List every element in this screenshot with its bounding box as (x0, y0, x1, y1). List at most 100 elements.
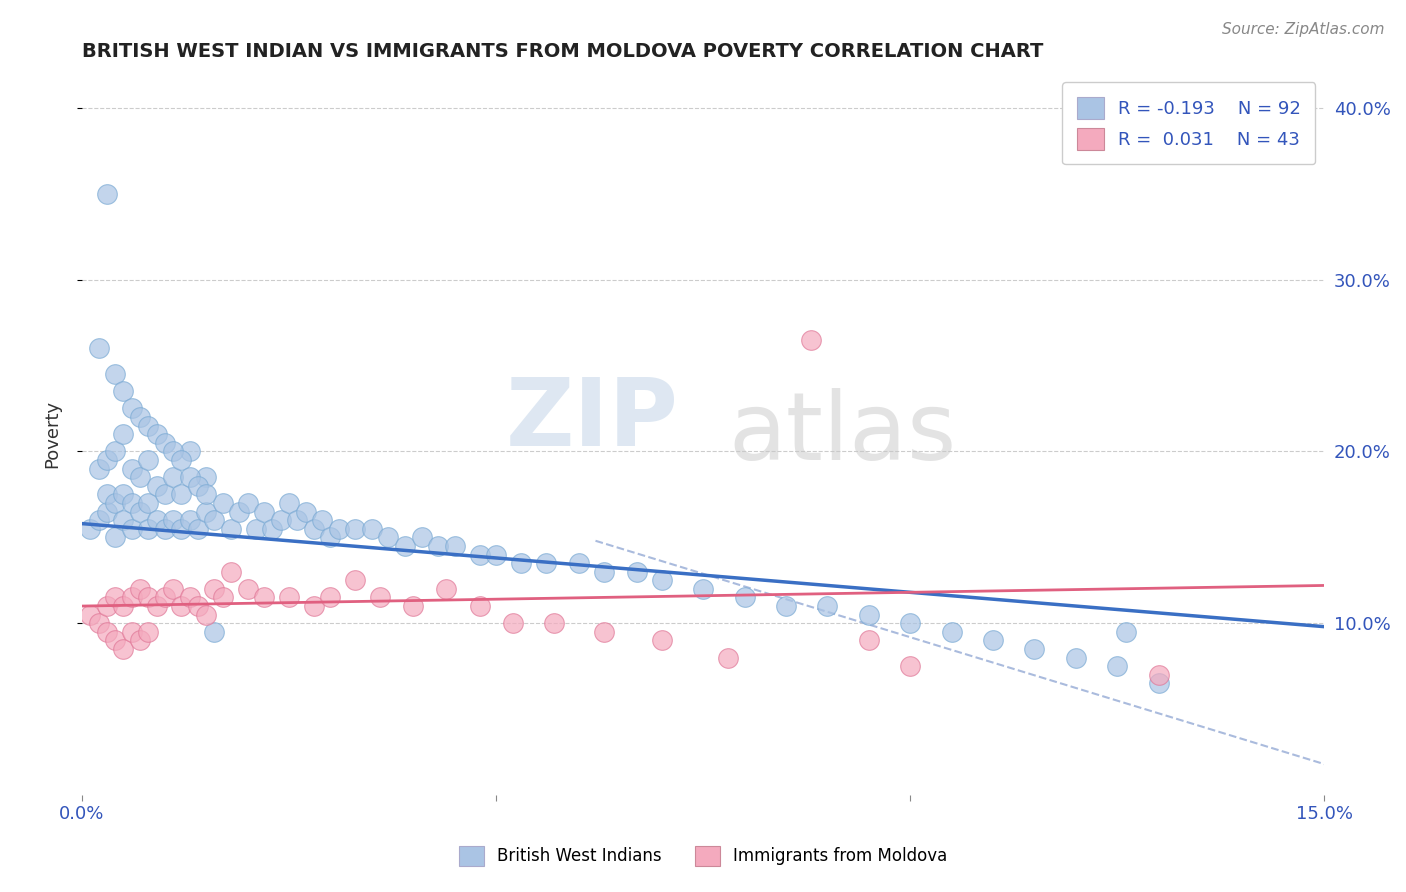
Point (278, 591, 301, 605)
Point (195, 470, 218, 484)
Point (96, 487, 118, 501)
Point (775, 599, 797, 613)
Point (592, 624, 614, 639)
Text: atlas: atlas (728, 388, 956, 480)
Point (204, 582, 226, 596)
Point (179, 444, 201, 458)
Point (136, 591, 159, 605)
Point (145, 599, 167, 613)
Point (153, 522, 176, 536)
Point (136, 496, 159, 510)
Point (96, 453, 118, 467)
Point (96, 624, 118, 639)
Point (510, 556, 533, 570)
Point (319, 530, 342, 544)
Point (858, 607, 880, 622)
Point (187, 522, 209, 536)
Point (815, 599, 838, 613)
Point (1147, 667, 1170, 681)
Point (104, 591, 127, 605)
Point (136, 522, 159, 536)
Point (1115, 624, 1137, 639)
Point (402, 599, 425, 613)
Point (311, 513, 333, 527)
Point (427, 539, 450, 553)
Point (187, 599, 209, 613)
Point (734, 591, 756, 605)
Point (219, 565, 242, 579)
Point (96, 505, 118, 519)
Point (121, 624, 143, 639)
Point (112, 642, 135, 657)
Point (219, 522, 242, 536)
Point (368, 591, 391, 605)
Point (1107, 659, 1129, 673)
Point (651, 633, 673, 648)
Point (129, 582, 152, 596)
Point (104, 633, 127, 648)
Point (179, 470, 201, 484)
Point (112, 427, 135, 442)
Point (96, 599, 118, 613)
Point (800, 333, 823, 347)
Point (96, 186, 118, 201)
Point (204, 513, 226, 527)
Point (328, 522, 350, 536)
Point (436, 582, 458, 596)
Point (87, 342, 110, 356)
Point (170, 599, 193, 613)
Point (153, 487, 176, 501)
Point (136, 453, 159, 467)
Point (162, 582, 184, 596)
Point (858, 633, 880, 648)
Point (411, 530, 433, 544)
Point (145, 513, 167, 527)
Point (568, 556, 591, 570)
Point (319, 591, 342, 605)
Legend: R = -0.193    N = 92, R =  0.031    N = 43: R = -0.193 N = 92, R = 0.031 N = 43 (1062, 82, 1316, 164)
Point (236, 496, 259, 510)
Point (153, 591, 176, 605)
Point (121, 591, 143, 605)
Point (136, 624, 159, 639)
Point (717, 650, 740, 665)
Point (253, 591, 276, 605)
Point (626, 565, 648, 579)
Point (195, 505, 218, 519)
Point (204, 624, 226, 639)
Point (162, 470, 184, 484)
Point (129, 410, 152, 425)
Point (270, 513, 292, 527)
Point (104, 444, 127, 458)
Point (898, 659, 921, 673)
Point (121, 401, 143, 416)
Point (377, 530, 399, 544)
Point (136, 418, 159, 433)
Text: ZIP: ZIP (505, 374, 678, 466)
Point (360, 522, 382, 536)
Point (245, 522, 267, 536)
Point (121, 496, 143, 510)
Point (112, 487, 135, 501)
Point (129, 470, 152, 484)
Point (87, 513, 110, 527)
Point (543, 616, 565, 631)
Point (87, 461, 110, 475)
Point (195, 487, 218, 501)
Point (170, 487, 193, 501)
Point (1064, 650, 1087, 665)
Point (145, 427, 167, 442)
Point (170, 453, 193, 467)
Point (981, 633, 1004, 648)
Point (162, 444, 184, 458)
Point (121, 522, 143, 536)
Point (179, 513, 201, 527)
Point (104, 530, 127, 544)
Point (898, 616, 921, 631)
Text: BRITISH WEST INDIAN VS IMMIGRANTS FROM MOLDOVA POVERTY CORRELATION CHART: BRITISH WEST INDIAN VS IMMIGRANTS FROM M… (82, 42, 1043, 61)
Point (285, 513, 308, 527)
Point (112, 599, 135, 613)
Point (344, 574, 367, 588)
Point (278, 496, 301, 510)
Point (294, 505, 316, 519)
